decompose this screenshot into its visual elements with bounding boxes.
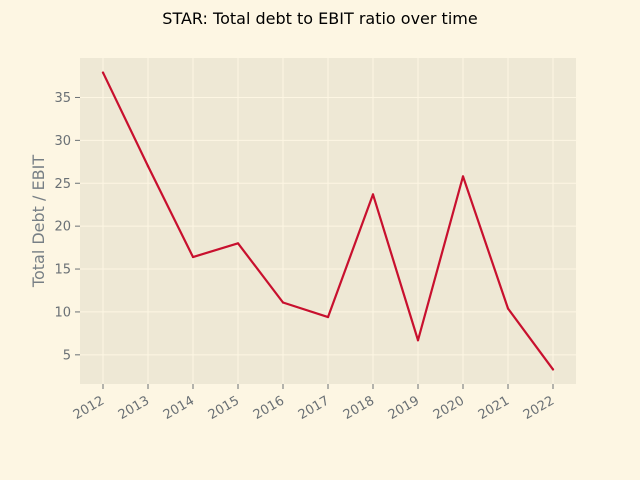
y-tick-label-35: 35 bbox=[54, 91, 71, 106]
data-point-2020 bbox=[461, 175, 465, 178]
y-tick-label-25: 25 bbox=[54, 177, 71, 192]
data-point-2017 bbox=[326, 315, 330, 319]
data-point-2022 bbox=[551, 368, 555, 371]
data-point-2014 bbox=[191, 255, 195, 259]
y-tick-label-30: 30 bbox=[54, 134, 71, 149]
series-layer bbox=[101, 71, 555, 371]
data-point-2018 bbox=[371, 193, 375, 196]
chart-title: STAR: Total debt to EBIT ratio over time bbox=[162, 9, 477, 28]
y-axis-label: Total Debt / EBIT bbox=[29, 155, 48, 288]
data-point-2013 bbox=[146, 164, 150, 168]
y-tick-label-5: 5 bbox=[63, 348, 71, 363]
y-tick-label-10: 10 bbox=[54, 305, 71, 320]
y-tick-label-15: 15 bbox=[54, 263, 71, 278]
data-point-2016 bbox=[281, 301, 285, 304]
data-point-2021 bbox=[506, 307, 510, 310]
data-point-2019 bbox=[416, 339, 420, 342]
data-point-2012 bbox=[101, 71, 105, 74]
grid-lines bbox=[80, 58, 576, 384]
data-point-2015 bbox=[236, 242, 240, 245]
y-tick-label-20: 20 bbox=[54, 220, 71, 235]
